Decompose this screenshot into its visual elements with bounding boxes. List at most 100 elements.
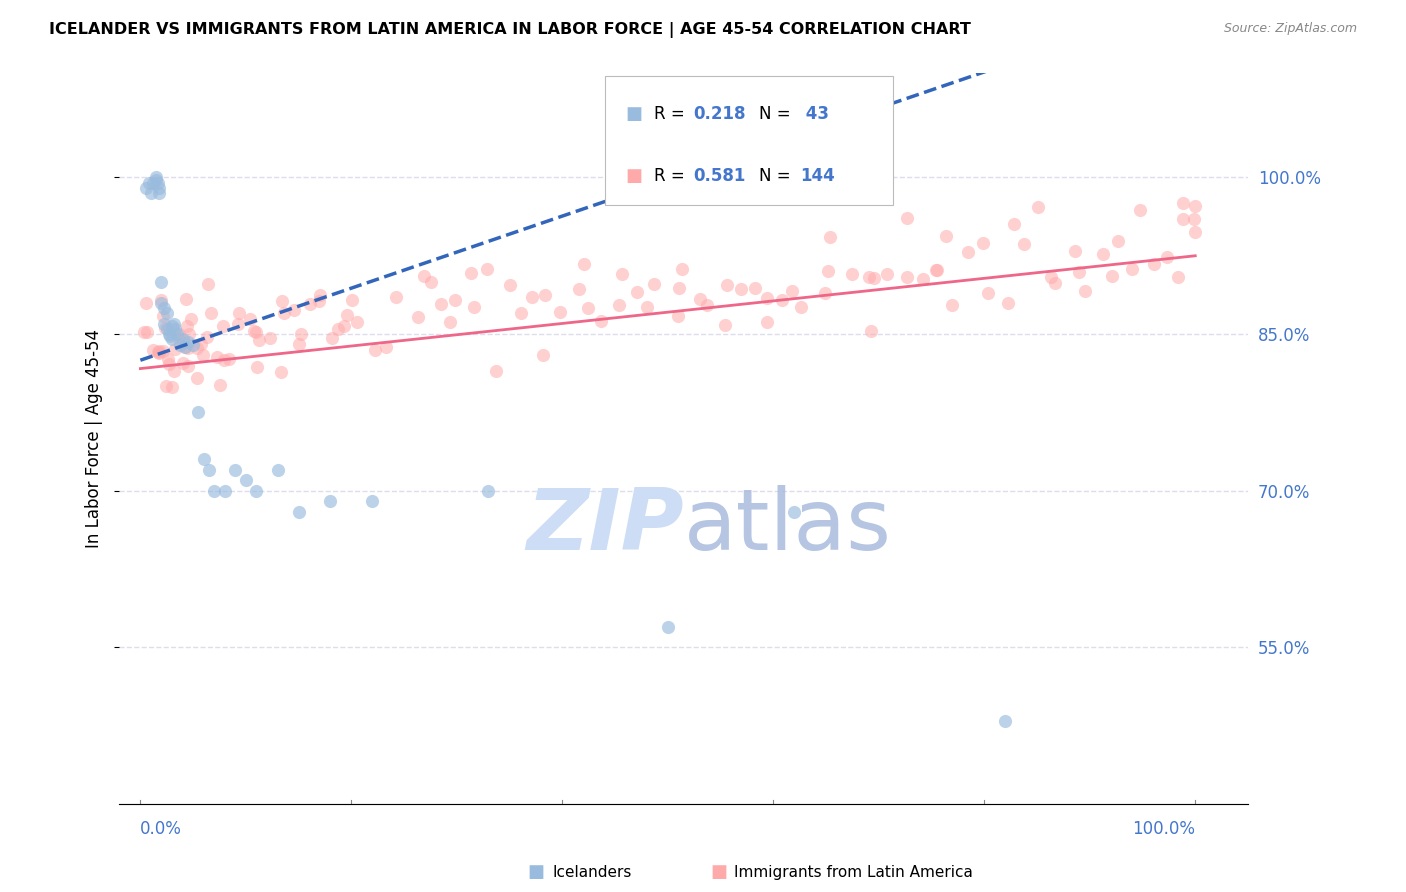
Text: 0.581: 0.581: [693, 167, 745, 185]
Point: [770, 293, 793, 308]
Point: [239, 312, 262, 326]
Text: Icelanders: Icelanders: [553, 865, 631, 880]
Point: [636, 300, 658, 314]
Point: [643, 277, 665, 292]
Point: [1156, 250, 1178, 264]
Point: [572, 257, 595, 271]
Text: Source: ZipAtlas.com: Source: ZipAtlas.com: [1223, 22, 1357, 36]
Point: [152, 344, 174, 359]
Point: [228, 306, 250, 320]
Point: [927, 263, 949, 277]
Point: [191, 348, 214, 362]
Point: [957, 244, 980, 259]
Point: [374, 340, 396, 354]
Point: [814, 286, 837, 301]
Point: [924, 263, 946, 277]
Point: [155, 379, 177, 393]
Point: [477, 262, 499, 277]
Point: [235, 473, 257, 487]
Point: [148, 343, 170, 358]
Text: ICELANDER VS IMMIGRANTS FROM LATIN AMERICA IN LABOR FORCE | AGE 45-54 CORRELATIO: ICELANDER VS IMMIGRANTS FROM LATIN AMERI…: [49, 22, 972, 38]
Point: [783, 505, 806, 519]
Point: [361, 494, 384, 508]
Point: [146, 344, 169, 359]
Point: [1171, 195, 1194, 210]
Point: [534, 288, 557, 302]
Point: [172, 332, 194, 346]
Point: [187, 405, 209, 419]
Point: [1167, 270, 1189, 285]
Point: [142, 343, 165, 358]
Point: [522, 290, 544, 304]
Point: [139, 186, 162, 200]
Point: [186, 341, 208, 355]
Point: [460, 266, 482, 280]
Point: [150, 295, 173, 310]
Point: [177, 327, 200, 342]
Point: [135, 181, 157, 195]
Point: [152, 317, 174, 331]
Point: [756, 292, 779, 306]
Point: [463, 300, 485, 314]
Point: [290, 326, 312, 341]
Point: [135, 295, 157, 310]
Point: [1129, 203, 1152, 218]
Point: [1184, 212, 1206, 227]
Point: [193, 452, 215, 467]
Point: [657, 619, 679, 633]
Point: [247, 334, 270, 348]
Point: [180, 312, 202, 326]
Point: [271, 294, 294, 309]
Point: [576, 301, 599, 315]
Point: [283, 303, 305, 318]
Text: R =: R =: [654, 167, 690, 185]
Point: [157, 357, 180, 371]
Text: 43: 43: [800, 105, 830, 123]
Point: [245, 483, 267, 498]
Text: ■: ■: [626, 167, 643, 185]
Text: ■: ■: [710, 863, 727, 881]
Point: [862, 270, 884, 285]
Point: [138, 176, 160, 190]
Text: R =: R =: [654, 105, 690, 123]
Point: [335, 308, 357, 322]
Point: [716, 277, 738, 292]
Point: [1121, 262, 1143, 277]
Point: [689, 292, 711, 306]
Point: [165, 322, 187, 336]
Point: [499, 278, 522, 293]
Point: [152, 301, 174, 315]
Point: [1069, 265, 1091, 279]
Point: [159, 329, 181, 343]
Point: [977, 286, 1000, 301]
Point: [589, 314, 612, 328]
Point: [198, 463, 221, 477]
Point: [287, 505, 309, 519]
Point: [666, 309, 689, 323]
Point: [568, 282, 591, 296]
Point: [695, 298, 717, 312]
Point: [485, 364, 508, 378]
Point: [859, 324, 882, 338]
Point: [226, 317, 249, 331]
Point: [1063, 244, 1085, 258]
Point: [309, 287, 332, 301]
Point: [714, 318, 737, 333]
Text: 100.0%: 100.0%: [1132, 820, 1195, 838]
Point: [136, 325, 159, 339]
Point: [1043, 276, 1066, 290]
Point: [1171, 211, 1194, 226]
Point: [790, 300, 813, 314]
Point: [1012, 236, 1035, 251]
Point: [246, 360, 269, 375]
Text: ZIP: ZIP: [526, 484, 683, 568]
Point: [346, 315, 368, 329]
Point: [319, 494, 342, 508]
Point: [148, 181, 170, 195]
Point: [477, 483, 499, 498]
Point: [896, 270, 918, 285]
Point: [730, 282, 752, 296]
Point: [1107, 235, 1129, 249]
Point: [1002, 218, 1025, 232]
Point: [259, 331, 281, 345]
